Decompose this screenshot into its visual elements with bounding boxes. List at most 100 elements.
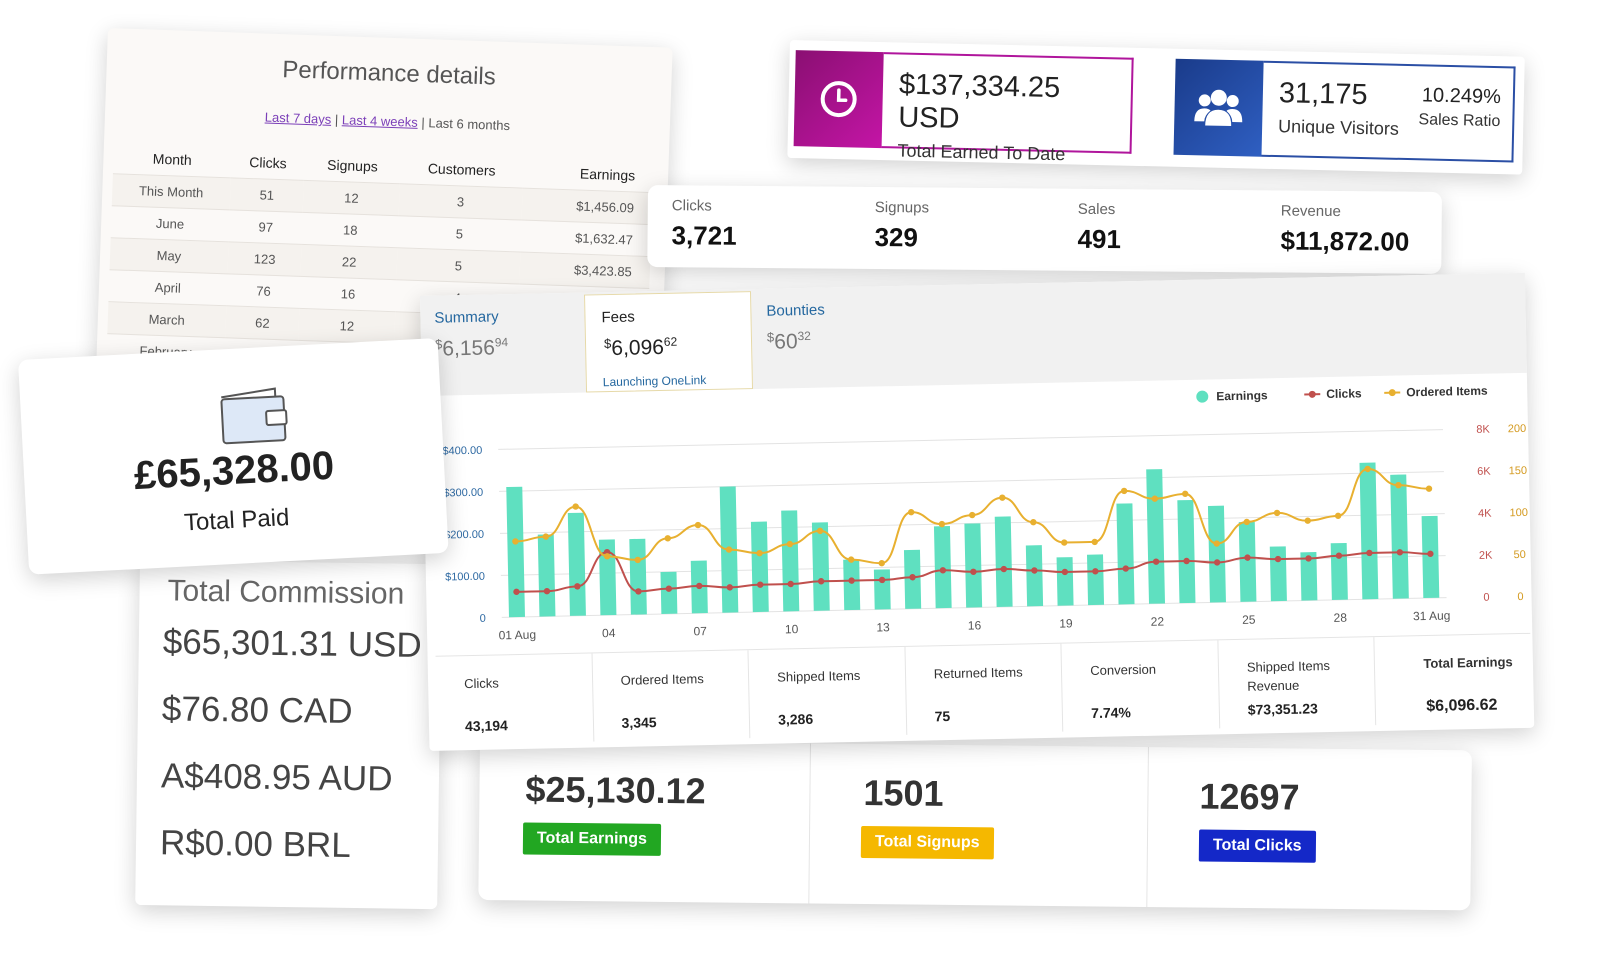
tab-bounties-value: $6032: [766, 328, 812, 354]
ordered-items-point: [1213, 540, 1220, 547]
cell-month: May: [109, 237, 229, 274]
tab-last-7-days[interactable]: Last 7 days: [264, 109, 332, 127]
ordered-items-point: [512, 538, 519, 545]
performance-title: Performance details: [281, 56, 497, 91]
clicks-point: [1427, 550, 1434, 557]
y-tick-label: $400.00: [442, 445, 482, 458]
y-right-tick-label: 4K: [1478, 508, 1492, 520]
commission-brl: R$0.00 BRL: [159, 823, 351, 865]
ordered-items-point: [1364, 465, 1371, 473]
clicks-point: [1305, 555, 1312, 562]
x-tick-label: 31 Aug: [1413, 608, 1451, 623]
metric-label: Returned Items: [933, 664, 1023, 682]
y-right-tick-label: 2K: [1479, 550, 1493, 562]
ordered-items-point: [1151, 495, 1159, 502]
total-signups-value: 1501: [863, 772, 944, 814]
clicks-point: [970, 568, 977, 575]
total-earned-box: $137,334.25 USD Total Earned To Date: [793, 50, 1134, 164]
bar-earnings: [1238, 521, 1257, 602]
y-right-tick-label: 0: [1483, 592, 1489, 604]
earnings-dashboard: Summary $6,15694 Fees $6,09662 Launching…: [420, 272, 1535, 751]
legend-label: Earnings: [1216, 388, 1268, 403]
summary-total-signups: 1501 Total Signups: [808, 743, 1149, 907]
stat-revenue: Revenue $11,872.00: [1280, 203, 1409, 258]
y-right-tick-label: 8K: [1476, 424, 1490, 436]
bar-earnings: [1177, 499, 1196, 604]
y-right-tick-label: 50: [1513, 549, 1525, 561]
bar-earnings: [506, 486, 525, 618]
metric-label: Ordered Items: [620, 671, 704, 688]
ordered-items-point: [878, 559, 885, 567]
ordered-items-point: [634, 556, 641, 564]
bar-earnings: [811, 522, 830, 611]
tab-last-4-weeks[interactable]: Last 4 weeks: [341, 112, 419, 130]
stat-sales-label: Sales: [1077, 200, 1116, 219]
gridline: [498, 429, 1444, 450]
clicks-point: [787, 580, 794, 588]
metric-value: 43,194: [464, 717, 509, 735]
cell-earnings: $1,456.09: [521, 188, 653, 225]
cell-month: March: [107, 301, 227, 338]
tab-summary[interactable]: Summary $6,15694: [434, 293, 586, 396]
x-tick-label: 22: [1151, 614, 1165, 628]
period-tabs: Last 7 days | Last 4 weeks | Last 6 mont…: [105, 104, 670, 139]
bar-earnings: [1330, 542, 1348, 600]
x-tick-label: 13: [876, 620, 890, 634]
tab-bounties[interactable]: Bounties $6032: [766, 286, 918, 389]
tab-summary-value: $6,15694: [434, 335, 509, 361]
metric-ordered-items: Ordered Items 3,345: [592, 650, 751, 742]
cell-signups: 12: [303, 180, 400, 216]
sales-ratio-value: 10.249%: [1421, 84, 1502, 109]
legend-marker: [1308, 390, 1316, 398]
ordered-items-point: [1181, 490, 1189, 498]
y-right-tick-label: 6K: [1477, 466, 1491, 478]
stat-revenue-label: Revenue: [1280, 202, 1341, 221]
metric-value: 75: [934, 707, 951, 725]
tab-fees[interactable]: Fees $6,09662 Launching OneLink: [584, 291, 754, 393]
total-earned-value: $137,334.25 USD: [897, 68, 1061, 135]
clicks-point: [1366, 549, 1373, 557]
tab-last-6-months[interactable]: Last 6 months: [428, 115, 511, 134]
bar-earnings: [873, 569, 891, 610]
metric-value: 3,345: [621, 714, 657, 731]
bottom-summary-card: $25,130.12 Total Earnings 1501 Total Sig…: [478, 740, 1472, 911]
bar-earnings: [1056, 557, 1074, 606]
ordered-items-point: [725, 546, 733, 553]
metric-conversion: Conversion 7.74%: [1061, 640, 1221, 732]
legend-label: Clicks: [1326, 386, 1362, 401]
clicks-point: [1092, 568, 1099, 575]
cell-clicks: 76: [226, 273, 301, 309]
bar-earnings: [843, 559, 861, 611]
cell-clicks: 62: [224, 305, 300, 341]
total-paid-card: £65,328.00 Total Paid: [18, 338, 449, 575]
clicks-point: [1152, 558, 1160, 565]
y-right-tick-label: 0: [1517, 591, 1523, 603]
metric-clicks: Clicks 43,194: [435, 653, 594, 745]
cell-earnings: $1,632.47: [520, 220, 652, 257]
clicks-point: [1274, 555, 1282, 563]
clicks-point: [1244, 554, 1251, 561]
metric-label: Conversion: [1090, 661, 1157, 679]
cell-customers: 3: [398, 183, 523, 221]
clicks-point: [1031, 567, 1038, 574]
metric-label: Total Earnings: [1423, 654, 1513, 672]
ordered-items-point: [1061, 539, 1068, 546]
sales-ratio: 10.249% Sales Ratio: [1418, 84, 1501, 131]
total-paid-label: Total Paid: [183, 504, 291, 537]
clicks-point: [909, 574, 916, 581]
metric-shipped-revenue: Shipped Items Revenue $73,351.23: [1218, 637, 1377, 729]
stat-sales: Sales 491: [1077, 201, 1121, 255]
clicks-point: [635, 588, 642, 595]
sales-ratio-label: Sales Ratio: [1418, 111, 1501, 131]
tab-separator: |: [334, 111, 339, 128]
clicks-point: [513, 588, 520, 596]
metric-value: $73,351.23: [1247, 700, 1318, 718]
col-clicks: Clicks: [249, 154, 287, 172]
cell-customers: 5: [397, 215, 522, 253]
clicks-point: [1183, 557, 1190, 565]
cell-signups: 18: [302, 212, 399, 248]
x-tick-label: 16: [968, 618, 982, 632]
commission-cad: $76.80 CAD: [161, 689, 353, 731]
bar-earnings: [1390, 474, 1409, 599]
tab-summary-label: Summary: [434, 308, 499, 327]
